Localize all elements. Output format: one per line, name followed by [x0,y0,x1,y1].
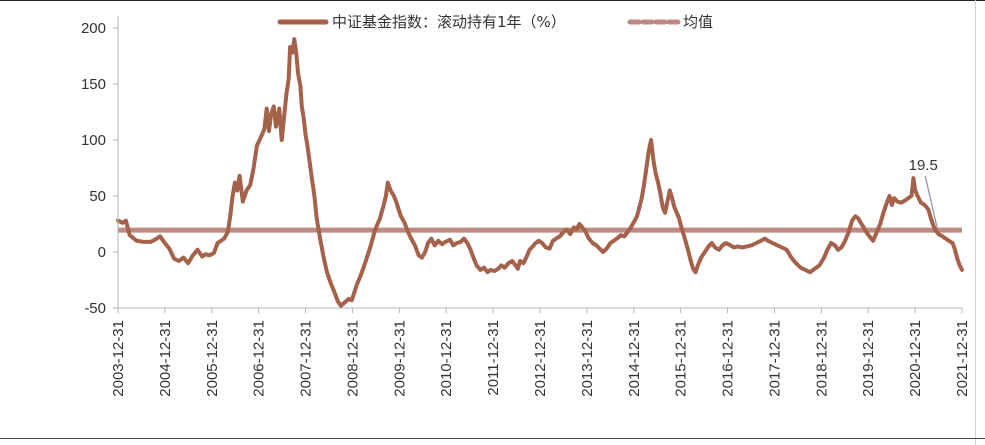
x-tick-label: 2011-12-31 [485,320,502,396]
y-axis: 200 150 100 50 0 -50 [81,16,119,317]
legend: 中证基金指数：滚动持有1年（%） 均值 [277,13,713,31]
legend-label-series: 中证基金指数：滚动持有1年（%） [332,13,566,31]
x-tick-label: 2017-12-31 [766,320,783,397]
x-tick-label: 2015-12-31 [673,320,690,397]
x-tick-label: 2012-12-31 [532,320,549,397]
y-tick-label: -50 [84,300,106,317]
x-tick-label: 2007-12-31 [298,320,315,397]
y-tick-label: 200 [81,20,106,37]
y-tick-label: 100 [81,132,106,149]
x-tick-label: 2020-12-31 [907,320,924,397]
x-tick-label: 2014-12-31 [626,320,643,397]
y-tick-label: 50 [89,188,106,205]
series-layer [116,37,964,308]
x-tick-label: 2021-12-31 [954,320,971,397]
legend-label-mean: 均值 [683,13,713,31]
x-tick-label: 2013-12-31 [579,320,596,397]
annotation-label: 19.5 [909,157,938,174]
x-axis: 2003-12-31 2004-12-31 2005-12-31 2006-12-31… [110,307,971,397]
x-tick-label: 2019-12-31 [860,320,877,397]
x-tick-label: 2003-12-31 [110,320,127,397]
x-tick-label: 2008-12-31 [344,320,361,397]
annotation-leader-line [924,175,939,231]
x-tick-label: 2018-12-31 [813,320,830,397]
x-tick-label: 2016-12-31 [720,320,737,397]
x-tick-label: 2009-12-31 [391,320,408,397]
annotation-layer: 19.5 [909,157,939,231]
y-tick-label: 150 [81,76,106,93]
x-tick-label: 2006-12-31 [251,320,268,397]
x-tick-label: 2010-12-31 [438,320,455,397]
y-tick-label: 0 [98,244,106,261]
series-line-rolling-1y [116,37,964,308]
x-tick-label: 2004-12-31 [157,320,174,397]
x-tick-label: 2005-12-31 [204,320,221,397]
